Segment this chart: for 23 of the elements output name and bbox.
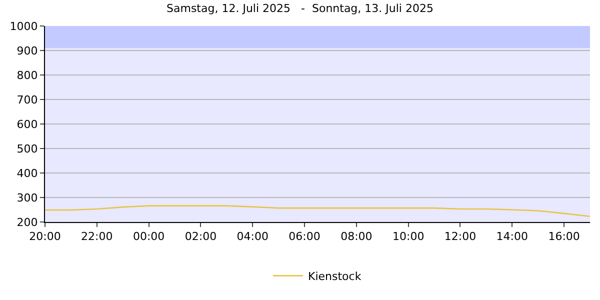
chart-title: Samstag, 12. Juli 2025 - Sonntag, 13. Juli 2025 xyxy=(166,2,434,16)
y-tick-label: 200 xyxy=(16,216,38,229)
legend-label: Kienstock xyxy=(308,270,362,283)
y-tick-label: 400 xyxy=(16,166,38,180)
x-tick-label: 12:00 xyxy=(444,230,476,244)
x-tick-label: 04:00 xyxy=(236,230,268,244)
x-tick-label: 08:00 xyxy=(340,230,372,244)
x-tick-label: 14:00 xyxy=(496,230,528,244)
x-tick-label: 16:00 xyxy=(548,230,580,244)
x-tick-label: 20:00 xyxy=(29,230,61,244)
x-tick-label: 06:00 xyxy=(288,230,320,244)
x-tick-label: 00:00 xyxy=(132,230,165,244)
y-tick-label: 700 xyxy=(16,93,38,106)
y-tick-label: 600 xyxy=(16,118,38,131)
x-tick-label: 22:00 xyxy=(81,230,113,244)
x-tick-label: 02:00 xyxy=(184,230,217,244)
y-tick-label: 800 xyxy=(16,68,38,82)
y-tick-label: 300 xyxy=(16,191,38,204)
y-tick-label: 1000 xyxy=(10,20,38,33)
line-series xyxy=(45,205,590,218)
x-tick-label: 10:00 xyxy=(392,230,424,244)
y-tick-label: 500 xyxy=(16,142,38,156)
y-tick-label: 900 xyxy=(16,44,38,58)
